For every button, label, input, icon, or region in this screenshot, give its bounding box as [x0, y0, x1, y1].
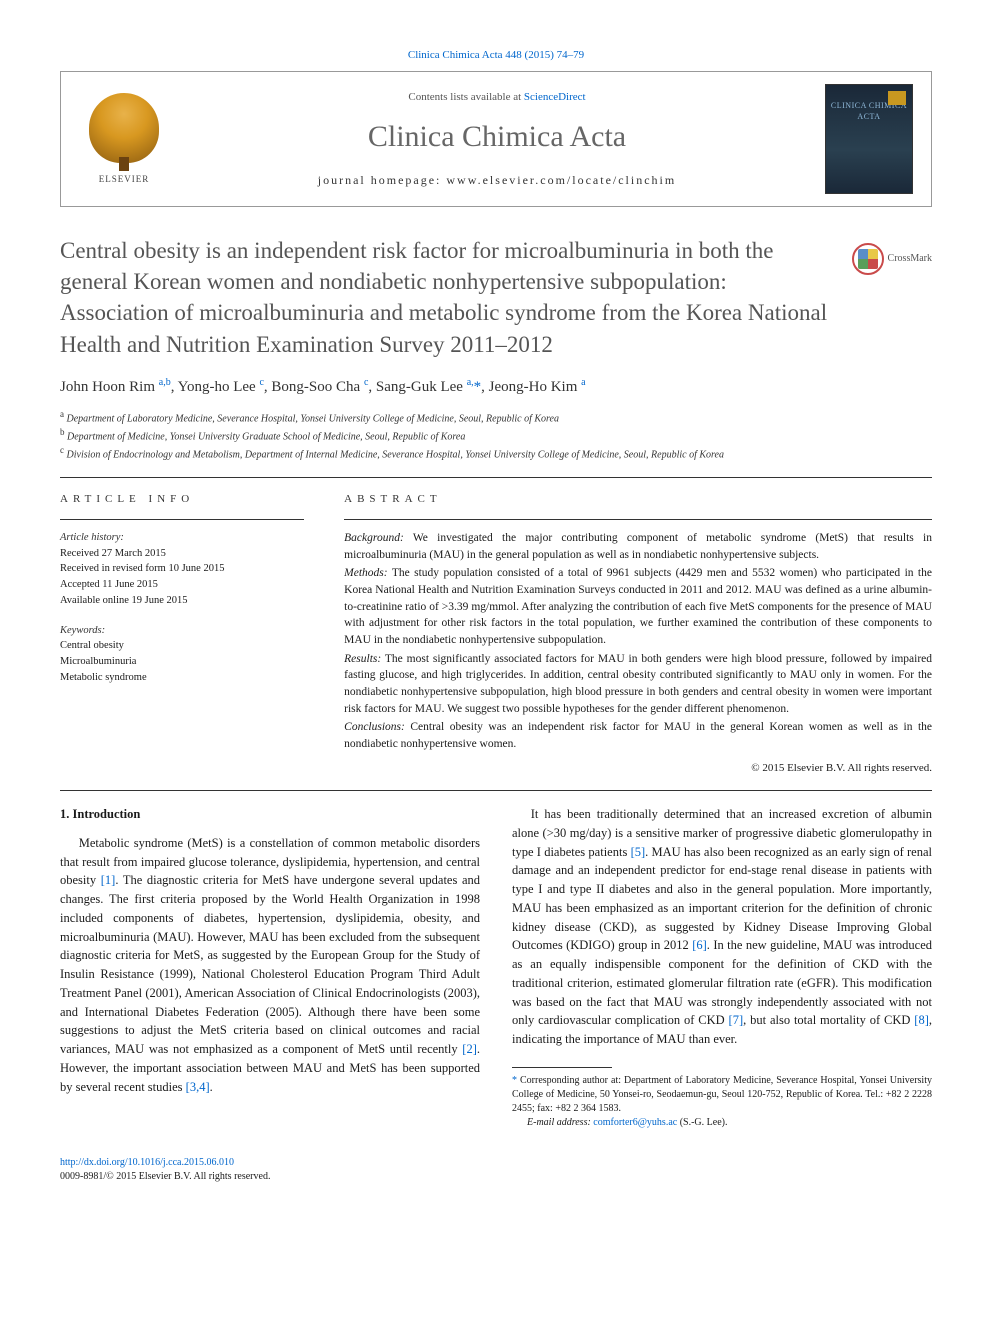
homepage-prefix: journal homepage: [318, 173, 447, 187]
abs-results-label: Results: [344, 653, 381, 665]
abs-methods-label: Methods: [344, 567, 387, 579]
abs-conclusions-text: Central obesity was an independent risk … [344, 721, 932, 750]
journal-header: ELSEVIER Contents lists available at Sci… [60, 71, 932, 207]
info-rule [60, 519, 304, 520]
affiliation-line: c Division of Endocrinology and Metaboli… [60, 444, 932, 462]
abstract-rule [344, 519, 932, 520]
article-history-block: Article history: Received 27 March 2015R… [60, 530, 304, 609]
elsevier-tree-icon [89, 93, 159, 163]
ref-link-2[interactable]: [2] [462, 1042, 477, 1056]
keywords-block: Keywords: Central obesityMicroalbuminuri… [60, 623, 304, 686]
top-citation: Clinica Chimica Acta 448 (2015) 74–79 [60, 48, 932, 63]
ref-link-6[interactable]: [6] [692, 938, 707, 952]
contents-available-line: Contents lists available at ScienceDirec… [187, 90, 807, 105]
corresponding-author-footnote: * Corresponding author at: Department of… [512, 1074, 932, 1116]
issn-copyright-line: 0009-8981/© 2015 Elsevier B.V. All right… [60, 1171, 270, 1182]
history-line: Received 27 March 2015 [60, 546, 304, 562]
keyword-line: Microalbuminuria [60, 654, 304, 670]
history-line: Received in revised form 10 June 2015 [60, 561, 304, 577]
intro-heading: 1. Introduction [60, 805, 480, 824]
intro-para-3: It has been traditionally determined tha… [512, 805, 932, 1049]
ref-link-8[interactable]: [8] [914, 1013, 929, 1027]
crossmark-icon [852, 243, 884, 275]
journal-cover-thumbnail: CLINICA CHIMICA ACTA [825, 84, 913, 194]
abstract-body: Background: We investigated the major co… [344, 530, 932, 776]
article-info-column: article info Article history: Received 2… [60, 492, 304, 777]
journal-cover-text: CLINICA CHIMICA ACTA [826, 85, 912, 122]
footnote-text: Corresponding author at: Department of L… [512, 1075, 932, 1114]
footnote-separator [512, 1067, 612, 1068]
affiliation-line: a Department of Laboratory Medicine, Sev… [60, 408, 932, 426]
rule-bottom [60, 790, 932, 791]
abs-results-text: The most significantly associated factor… [344, 653, 932, 715]
abstract-copyright: © 2015 Elsevier B.V. All rights reserved… [344, 761, 932, 776]
footnote-star: * [512, 1075, 517, 1086]
abstract-column: abstract Background: We investigated the… [344, 492, 932, 777]
abs-background-text: We investigated the major contributing c… [344, 532, 932, 561]
body-two-column: 1. Introduction Metabolic syndrome (MetS… [60, 805, 932, 1130]
elsevier-logo: ELSEVIER [79, 89, 169, 189]
intro-para-1: Metabolic syndrome (MetS) is a constella… [60, 834, 480, 1097]
journal-homepage-line: journal homepage: www.elsevier.com/locat… [187, 172, 807, 189]
abstract-heading: abstract [344, 492, 932, 507]
homepage-url[interactable]: www.elsevier.com/locate/clinchim [446, 173, 676, 187]
ref-link-3-4[interactable]: [3,4] [186, 1080, 210, 1094]
history-label: Article history: [60, 530, 304, 546]
email-link[interactable]: comforter6@yuhs.ac [593, 1117, 677, 1128]
contents-prefix: Contents lists available at [408, 91, 523, 103]
crossmark-label: CrossMark [888, 252, 932, 266]
keywords-label: Keywords: [60, 623, 304, 639]
ref-link-1[interactable]: [1] [101, 873, 116, 887]
sciencedirect-link[interactable]: ScienceDirect [524, 91, 586, 103]
article-title: Central obesity is an independent risk f… [60, 235, 832, 359]
p1b: . The diagnostic criteria for MetS have … [60, 873, 480, 1037]
abs-methods-text: The study population consisted of a tota… [344, 567, 932, 646]
ref-link-7[interactable]: [7] [729, 1013, 744, 1027]
doi-link[interactable]: http://dx.doi.org/10.1016/j.cca.2015.06.… [60, 1157, 234, 1168]
article-info-heading: article info [60, 492, 304, 507]
email-footnote: E-mail address: comforter6@yuhs.ac (S.-G… [512, 1116, 932, 1130]
history-line: Available online 19 June 2015 [60, 593, 304, 609]
bottom-doi-block: http://dx.doi.org/10.1016/j.cca.2015.06.… [60, 1156, 932, 1184]
journal-name: Clinica Chimica Acta [187, 116, 807, 158]
affiliations: a Department of Laboratory Medicine, Sev… [60, 408, 932, 463]
crossmark-badge[interactable]: CrossMark [852, 235, 932, 275]
abs-background-label: Background: [344, 532, 404, 544]
author-list: John Hoon Rim a,b, Yong-ho Lee c, Bong-S… [60, 376, 932, 398]
keyword-line: Central obesity [60, 638, 304, 654]
p3b: . MAU has also been recognized as an ear… [512, 845, 932, 953]
rule-top [60, 477, 932, 478]
keyword-line: Metabolic syndrome [60, 670, 304, 686]
email-suffix: (S.-G. Lee). [680, 1117, 728, 1128]
p2c: . [210, 1080, 213, 1094]
history-line: Accepted 11 June 2015 [60, 577, 304, 593]
ref-link-5[interactable]: [5] [631, 845, 646, 859]
email-label: E-mail address: [527, 1117, 591, 1128]
abs-conclusions-label: Conclusions: [344, 721, 405, 733]
affiliation-line: b Department of Medicine, Yonsei Univers… [60, 426, 932, 444]
elsevier-label: ELSEVIER [99, 173, 150, 186]
p3d: , but also total mortality of CKD [743, 1013, 914, 1027]
